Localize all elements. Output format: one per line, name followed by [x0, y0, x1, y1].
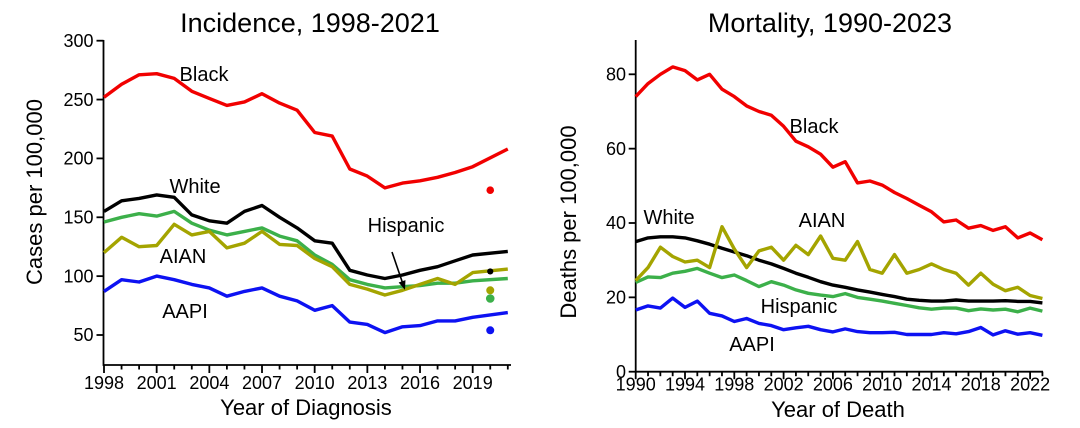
- incidence-2020-dot-black: [486, 186, 495, 195]
- incidence-series-line-aapi: [103, 274, 509, 335]
- mortality-axes: [634, 40, 1043, 373]
- x-tick-label: 2016: [400, 373, 440, 393]
- x-tick-label: 2019: [453, 373, 493, 393]
- hispanic-annotation-arrow-shaft: [391, 251, 404, 284]
- series-label-black: Black: [180, 64, 230, 86]
- y-tick-label: 200: [63, 149, 93, 169]
- y-tick-label: 300: [63, 31, 93, 51]
- x-tick-label: 1994: [665, 375, 705, 395]
- series-label-aapi: AAPI: [162, 301, 208, 323]
- x-tick-label: 2010: [295, 373, 335, 393]
- mortality-series-line-aian: [634, 224, 1043, 301]
- x-tick-label: 2018: [961, 375, 1001, 395]
- incidence-x-axis-title: Year of Diagnosis: [220, 395, 392, 420]
- y-tick-label: 60: [606, 139, 626, 159]
- incidence-chart-title: Incidence, 1998-2021: [180, 8, 440, 38]
- x-tick-label: 2007: [242, 373, 282, 393]
- mortality-x-axis-title: Year of Death: [771, 397, 905, 422]
- y-tick-label: 80: [606, 65, 626, 85]
- mortality-series-line-white: [635, 235, 1043, 305]
- incidence-2020-dot-aian: [486, 286, 495, 295]
- incidence-series-line-white: [103, 193, 508, 281]
- mortality-y-axis-title: Deaths per 100,000: [556, 125, 581, 319]
- y-tick-label: 50: [73, 325, 93, 345]
- series-label-white: White: [643, 207, 694, 229]
- y-tick-label: 250: [63, 90, 93, 110]
- hispanic-annotation-arrow-head: [398, 280, 406, 290]
- y-tick-label: 20: [606, 288, 626, 308]
- x-tick-label: 2014: [911, 375, 951, 395]
- mortality-series-line-black: [634, 65, 1044, 242]
- x-tick-label: 1990: [616, 375, 656, 395]
- x-tick-label: 2006: [813, 375, 853, 395]
- x-tick-label: 1998: [714, 375, 754, 395]
- y-tick-label: 0: [616, 362, 626, 382]
- incidence-2020-dot-aapi: [486, 326, 495, 335]
- series-label-aapi: AAPI: [729, 334, 775, 356]
- x-tick-label: 2022: [1010, 375, 1050, 395]
- incidence-series-line-hispanic: [103, 209, 508, 290]
- y-tick-label: 150: [63, 207, 93, 227]
- mortality-chart-title: Mortality, 1990-2023: [707, 8, 953, 38]
- x-tick-label: 1998: [84, 373, 124, 393]
- series-label-black: Black: [790, 116, 840, 138]
- x-tick-label: 2002: [764, 375, 804, 395]
- incidence-series-line-black: [102, 71, 509, 190]
- y-tick-label: 100: [63, 266, 93, 286]
- series-label-hispanic: Hispanic: [368, 215, 445, 237]
- incidence-2020-dot-white: [487, 268, 494, 275]
- x-tick-label: 2010: [862, 375, 902, 395]
- mortality-chart: 0 20 40 60 80 1990 1994 1998 2002 2006 2010 2014 201…: [606, 40, 1050, 395]
- y-tick-label: 40: [606, 213, 626, 233]
- x-tick-label: 2001: [137, 373, 177, 393]
- series-label-aian: AIAN: [799, 210, 846, 232]
- series-label-aian: AIAN: [160, 246, 207, 268]
- series-label-white: White: [169, 176, 220, 198]
- incidence-series-line-aian: [102, 222, 508, 297]
- incidence-y-axis-title: Cases per 100,000: [22, 99, 47, 285]
- series-label-hispanic: Hispanic: [761, 296, 838, 318]
- incidence-2020-dot-hispanic: [485, 294, 495, 303]
- mortality-series-line-aapi: [635, 296, 1043, 337]
- mortality-series-line-hispanic: [634, 266, 1043, 314]
- x-tick-label: 2013: [347, 373, 387, 393]
- incidence-chart: 50 100 150 200 250 300 1998 2001 2004 2007 2010 201…: [63, 31, 511, 393]
- x-tick-label: 2004: [189, 373, 229, 393]
